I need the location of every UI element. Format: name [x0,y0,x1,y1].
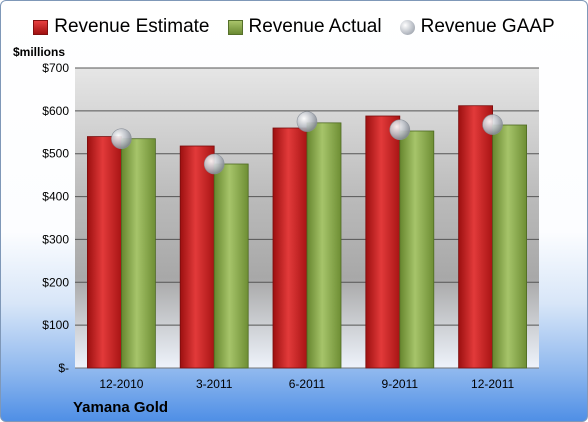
bar-revenue-actual [121,138,156,369]
x-tick-label: 12-2010 [99,377,143,391]
legend-item-revenue-gaap: Revenue GAAP [399,16,555,38]
y-tick-label: $500 [42,147,69,161]
bar-revenue-estimate [272,127,308,369]
x-tick-label: 12-2011 [471,377,514,391]
y-tick-label: $- [58,361,69,375]
bar-revenue-actual [213,163,249,369]
bar-revenue-estimate [87,136,122,369]
y-axis-unit-label: $millions [13,45,66,59]
marker-revenue-gaap [111,128,132,150]
legend-item-revenue-actual: Revenue Actual [227,16,382,38]
bar-revenue-estimate [365,115,401,369]
legend: Revenue Estimate Revenue Actual Revenue … [1,13,587,41]
legend-label-revenue-actual: Revenue Actual [248,16,382,37]
marker-revenue-gaap [203,153,225,175]
x-tick-label: 9-2011 [382,377,419,391]
y-tick-label: $300 [42,232,69,246]
company-name: Yamana Gold [73,399,169,416]
x-tick-label: 3-2011 [196,377,233,391]
marker-revenue-gaap [296,111,318,132]
y-tick-label: $700 [42,61,69,75]
x-tick-label: 6-2011 [289,377,326,391]
bar-revenue-actual [492,124,528,369]
bar-revenue-actual [399,130,435,369]
marker-revenue-gaap [482,114,503,135]
legend-swatch-revenue-gaap [399,19,415,35]
bar-revenue-estimate [179,145,215,369]
legend-swatch-revenue-estimate [33,19,49,35]
legend-label-revenue-gaap: Revenue GAAP [420,16,555,37]
y-tick-label: $100 [42,318,69,332]
y-tick-label: $600 [42,104,69,118]
bar-revenue-actual [306,122,342,369]
legend-item-revenue-estimate: Revenue Estimate [33,16,210,38]
marker-revenue-gaap [389,119,411,141]
bar-revenue-estimate [458,105,494,369]
y-tick-label: $400 [42,190,69,204]
legend-swatch-revenue-actual [227,19,243,35]
legend-label-revenue-estimate: Revenue Estimate [54,16,210,37]
y-tick-label: $200 [42,275,69,289]
